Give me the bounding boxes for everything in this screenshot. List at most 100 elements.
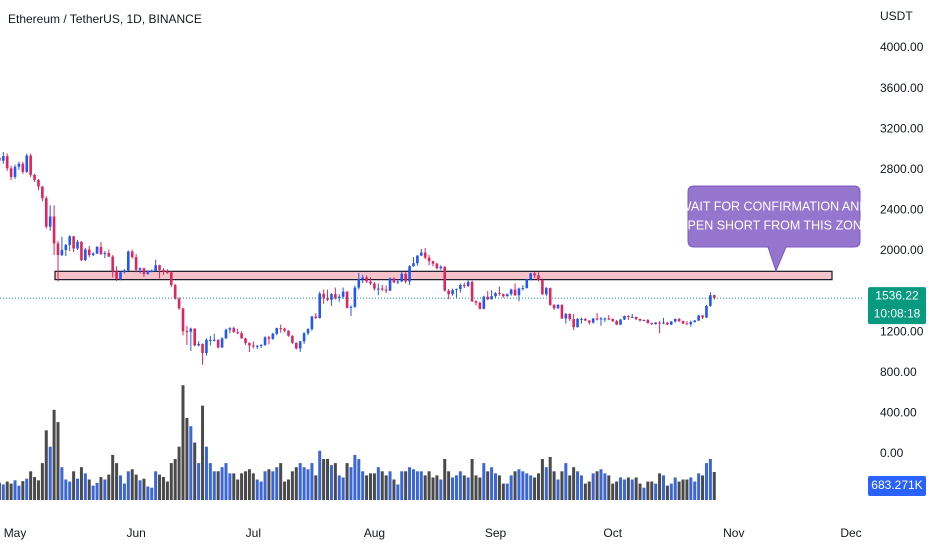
volume-bar (681, 479, 685, 500)
candle-body (201, 343, 204, 354)
candle-body (552, 304, 556, 309)
volume-bar (146, 486, 150, 500)
volume-bar (76, 478, 80, 500)
volume-bar (48, 446, 52, 500)
volume-bar (310, 463, 314, 500)
volume-bar (689, 477, 693, 500)
candle-body (9, 168, 13, 177)
volume-bar (107, 474, 111, 500)
volume-bar (661, 475, 665, 500)
candle-body (568, 313, 572, 320)
candle-body (615, 321, 618, 325)
volume-bar (322, 459, 326, 500)
candle-body (2, 156, 5, 161)
candle-body (314, 316, 318, 319)
volume-bar (220, 467, 224, 500)
candle-body (248, 342, 251, 346)
candle-body (95, 246, 99, 254)
volume-bar (216, 471, 220, 500)
volume-bar (79, 467, 83, 500)
candle-body (377, 288, 380, 290)
volume-bar (197, 463, 201, 500)
candle-body (0, 157, 1, 161)
volume-bar (138, 480, 142, 500)
candle-body (302, 333, 306, 342)
volume-bar (283, 481, 287, 500)
volume-bar (400, 471, 404, 500)
volume-bar (111, 454, 115, 500)
volume-bar (388, 471, 392, 500)
volume-bar (529, 475, 533, 500)
volume-bar (185, 418, 189, 500)
x-tick-label: Aug (364, 526, 385, 540)
candle-body (252, 345, 255, 347)
volume-bar (189, 426, 193, 500)
candle-body (548, 288, 552, 305)
volume-bar (540, 459, 544, 500)
volume-bar (306, 469, 310, 500)
y-tick-label: 1200.00 (880, 324, 924, 338)
volume-bar (572, 467, 576, 500)
candle-body (255, 345, 259, 347)
candle-body (146, 270, 150, 274)
volume-bar (556, 479, 560, 500)
candle-body (130, 251, 134, 258)
volume-bar (466, 477, 470, 500)
candle-body (439, 266, 443, 269)
candle-body (87, 249, 91, 256)
y-tick-label: 800.00 (880, 365, 917, 379)
candle-body (25, 155, 29, 172)
candle-body (263, 337, 267, 345)
volume-bar (91, 485, 95, 500)
volume-bar (427, 471, 431, 500)
volume-bar (5, 481, 9, 500)
candle-body (689, 322, 693, 325)
candle-body (662, 322, 665, 324)
candle-body (685, 323, 689, 325)
candle-body (556, 304, 560, 309)
candle-body (123, 270, 126, 273)
volume-bar (345, 463, 349, 500)
volume-bar (357, 459, 361, 500)
volume-bar (704, 463, 708, 500)
candle-body (712, 295, 716, 299)
candle-body (275, 328, 279, 334)
volume-bar (72, 471, 76, 500)
volume-bar (552, 471, 556, 500)
volume-bar (583, 483, 587, 500)
volume-bar (478, 477, 482, 500)
volume-bar (228, 473, 232, 500)
volume-bar (154, 471, 158, 500)
candle-body (681, 321, 685, 324)
volume-bar (204, 446, 208, 500)
volume-bar (564, 463, 568, 500)
price-tag-label: 1536.22 (875, 288, 919, 302)
candle-body (162, 269, 165, 272)
volume-bar (462, 475, 466, 500)
volume-bar (693, 481, 697, 500)
volume-bar (626, 477, 630, 500)
candle-body (447, 290, 450, 295)
volume-tag (868, 475, 926, 496)
candle-body (37, 179, 40, 187)
volume-bar (99, 477, 103, 500)
candle-body (193, 328, 197, 346)
volume-bar (103, 479, 107, 500)
candle-body (412, 263, 415, 267)
volume-bar (165, 481, 169, 500)
volume-bar (369, 473, 373, 500)
candle-body (181, 308, 185, 332)
candle-body (705, 305, 708, 318)
volume-bar (646, 481, 650, 500)
candle-body (423, 252, 427, 258)
volume-bar (134, 474, 138, 500)
volume-bar (544, 467, 548, 500)
candle-body (533, 273, 536, 276)
candle-body (189, 328, 193, 332)
candle-body (482, 296, 486, 309)
x-tick-label: Nov (723, 526, 744, 540)
candle-body (513, 289, 517, 296)
volume-bar (13, 480, 17, 500)
candle-body (486, 296, 490, 300)
volume-bar (251, 473, 255, 500)
